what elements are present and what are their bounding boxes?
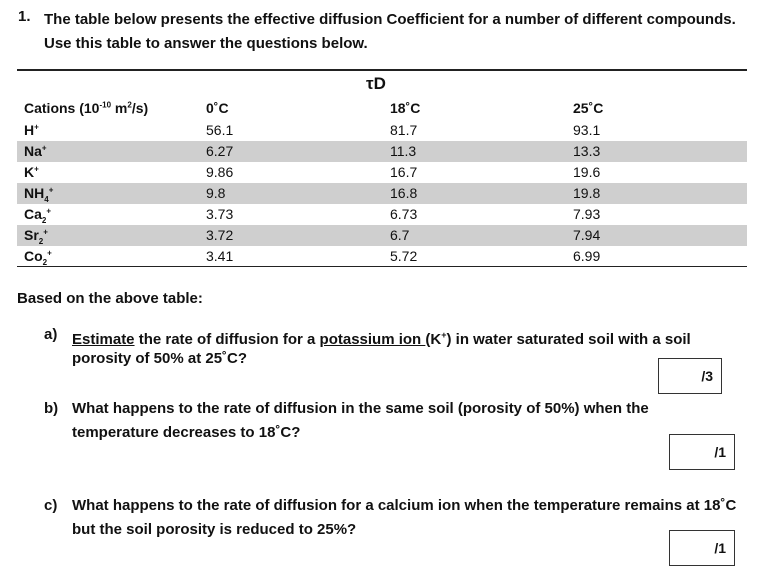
question-text: The table below presents the effective d…: [44, 11, 736, 52]
part-b-text-line2: temperature decreases to 18˚C?: [72, 424, 301, 441]
cation-cell: K+: [24, 164, 39, 180]
table-row: Ca2+ 3.73 6.73 7.93: [17, 204, 747, 225]
value-0c: 9.86: [206, 164, 234, 180]
value-25c: 6.99: [573, 248, 601, 264]
intro-text: Based on the above table:: [17, 290, 203, 307]
table-row: NH4+ 9.8 16.8 19.8: [17, 183, 747, 204]
value-0c: 9.8: [206, 185, 226, 201]
part-a-text-line2: porosity of 50% at 25˚C?: [72, 350, 248, 367]
table-row: Sr2+ 3.72 6.7 7.94: [17, 225, 747, 246]
value-25c: 19.6: [573, 164, 601, 180]
part-a-answer-box[interactable]: /3: [658, 358, 722, 394]
value-18c: 16.7: [390, 164, 418, 180]
part-c-text-line1: What happens to the rate of diffusion fo…: [72, 497, 737, 514]
part-a-marks: /3: [701, 368, 713, 384]
part-b-marks: /1: [714, 444, 726, 460]
value-25c: 19.8: [573, 185, 601, 201]
question-number: 1.: [18, 8, 31, 25]
value-18c: 81.7: [390, 122, 418, 138]
header-cations: Cations (10-10 m2/s): [24, 100, 149, 116]
value-18c: 16.8: [390, 185, 418, 201]
table-row: H+ 56.1 81.7 93.1: [17, 120, 747, 141]
table-row: Na+ 6.27 11.3 13.3: [17, 141, 747, 162]
cation-cell: Sr2+: [24, 227, 48, 246]
part-c-label: c): [44, 497, 58, 514]
table-group-header: τD: [366, 74, 386, 93]
value-25c: 93.1: [573, 122, 601, 138]
part-b-text-line1: What happens to the rate of diffusion in…: [72, 400, 649, 417]
table-row: Co2+ 3.41 5.72 6.99: [17, 246, 747, 267]
value-18c: 11.3: [390, 143, 417, 159]
value-0c: 56.1: [206, 122, 234, 138]
value-18c: 6.73: [390, 206, 418, 222]
cation-cell: Na+: [24, 143, 47, 159]
value-18c: 6.7: [390, 227, 410, 243]
value-0c: 3.73: [206, 206, 234, 222]
part-b-label: b): [44, 400, 59, 417]
value-0c: 6.27: [206, 143, 234, 159]
part-a-label: a): [44, 326, 58, 343]
part-c-answer-box[interactable]: /1: [669, 530, 735, 566]
part-c-marks: /1: [714, 540, 726, 556]
part-b-answer-box[interactable]: /1: [669, 434, 735, 470]
value-25c: 7.94: [573, 227, 601, 243]
part-c-text-line2: but the soil porosity is reduced to 25%?: [72, 521, 357, 538]
value-18c: 5.72: [390, 248, 418, 264]
table-bottom-rule: [17, 266, 747, 267]
value-0c: 3.72: [206, 227, 234, 243]
cation-cell: H+: [24, 122, 39, 138]
value-25c: 13.3: [573, 143, 601, 159]
header-18c: 18˚C: [390, 100, 421, 116]
part-a-text: Estimate the rate of diffusion for a pot…: [72, 330, 691, 348]
cation-cell: Co2+: [24, 248, 52, 267]
header-0c: 0˚C: [206, 100, 229, 116]
table-top-rule: [17, 69, 747, 71]
value-25c: 7.93: [573, 206, 601, 222]
value-0c: 3.41: [206, 248, 234, 264]
header-25c: 25˚C: [573, 100, 604, 116]
cation-cell: NH4+: [24, 185, 54, 204]
cation-cell: Ca2+: [24, 206, 52, 225]
table-row: K+ 9.86 16.7 19.6: [17, 162, 747, 183]
